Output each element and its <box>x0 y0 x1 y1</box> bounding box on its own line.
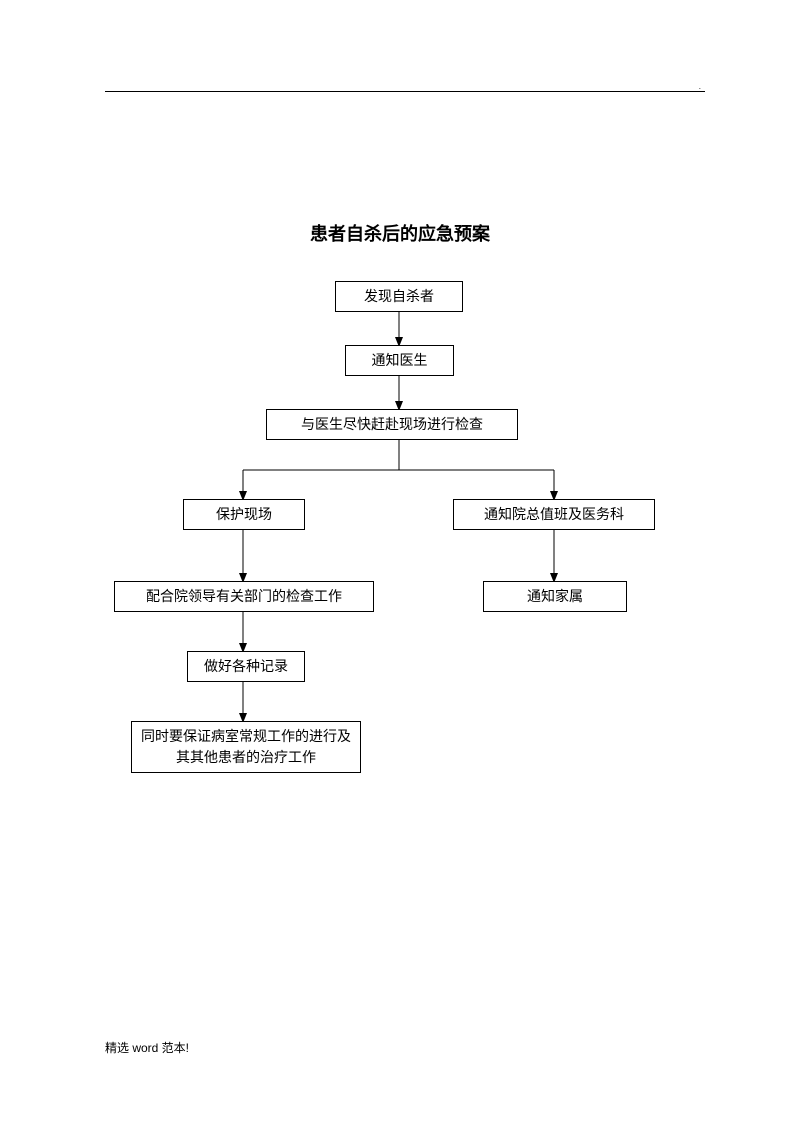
flowchart-node-n2: 通知医生 <box>345 345 454 376</box>
flowchart-node-n5: 通知院总值班及医务科 <box>453 499 655 530</box>
corner-dot: . <box>699 82 701 91</box>
page-title: 患者自杀后的应急预案 <box>0 220 800 246</box>
flowchart-node-n4: 保护现场 <box>183 499 305 530</box>
header-rule <box>105 91 705 92</box>
flowchart-edges <box>0 0 800 1132</box>
flowchart-node-n9: 同时要保证病室常规工作的进行及其其他患者的治疗工作 <box>131 721 361 773</box>
flowchart-node-n7: 通知家属 <box>483 581 627 612</box>
footer-text: 精选 word 范本! <box>105 1039 189 1056</box>
flowchart-node-n1: 发现自杀者 <box>335 281 463 312</box>
flowchart-node-n3: 与医生尽快赶赴现场进行检查 <box>266 409 518 440</box>
flowchart-node-n8: 做好各种记录 <box>187 651 305 682</box>
flowchart-node-n6: 配合院领导有关部门的检查工作 <box>114 581 374 612</box>
